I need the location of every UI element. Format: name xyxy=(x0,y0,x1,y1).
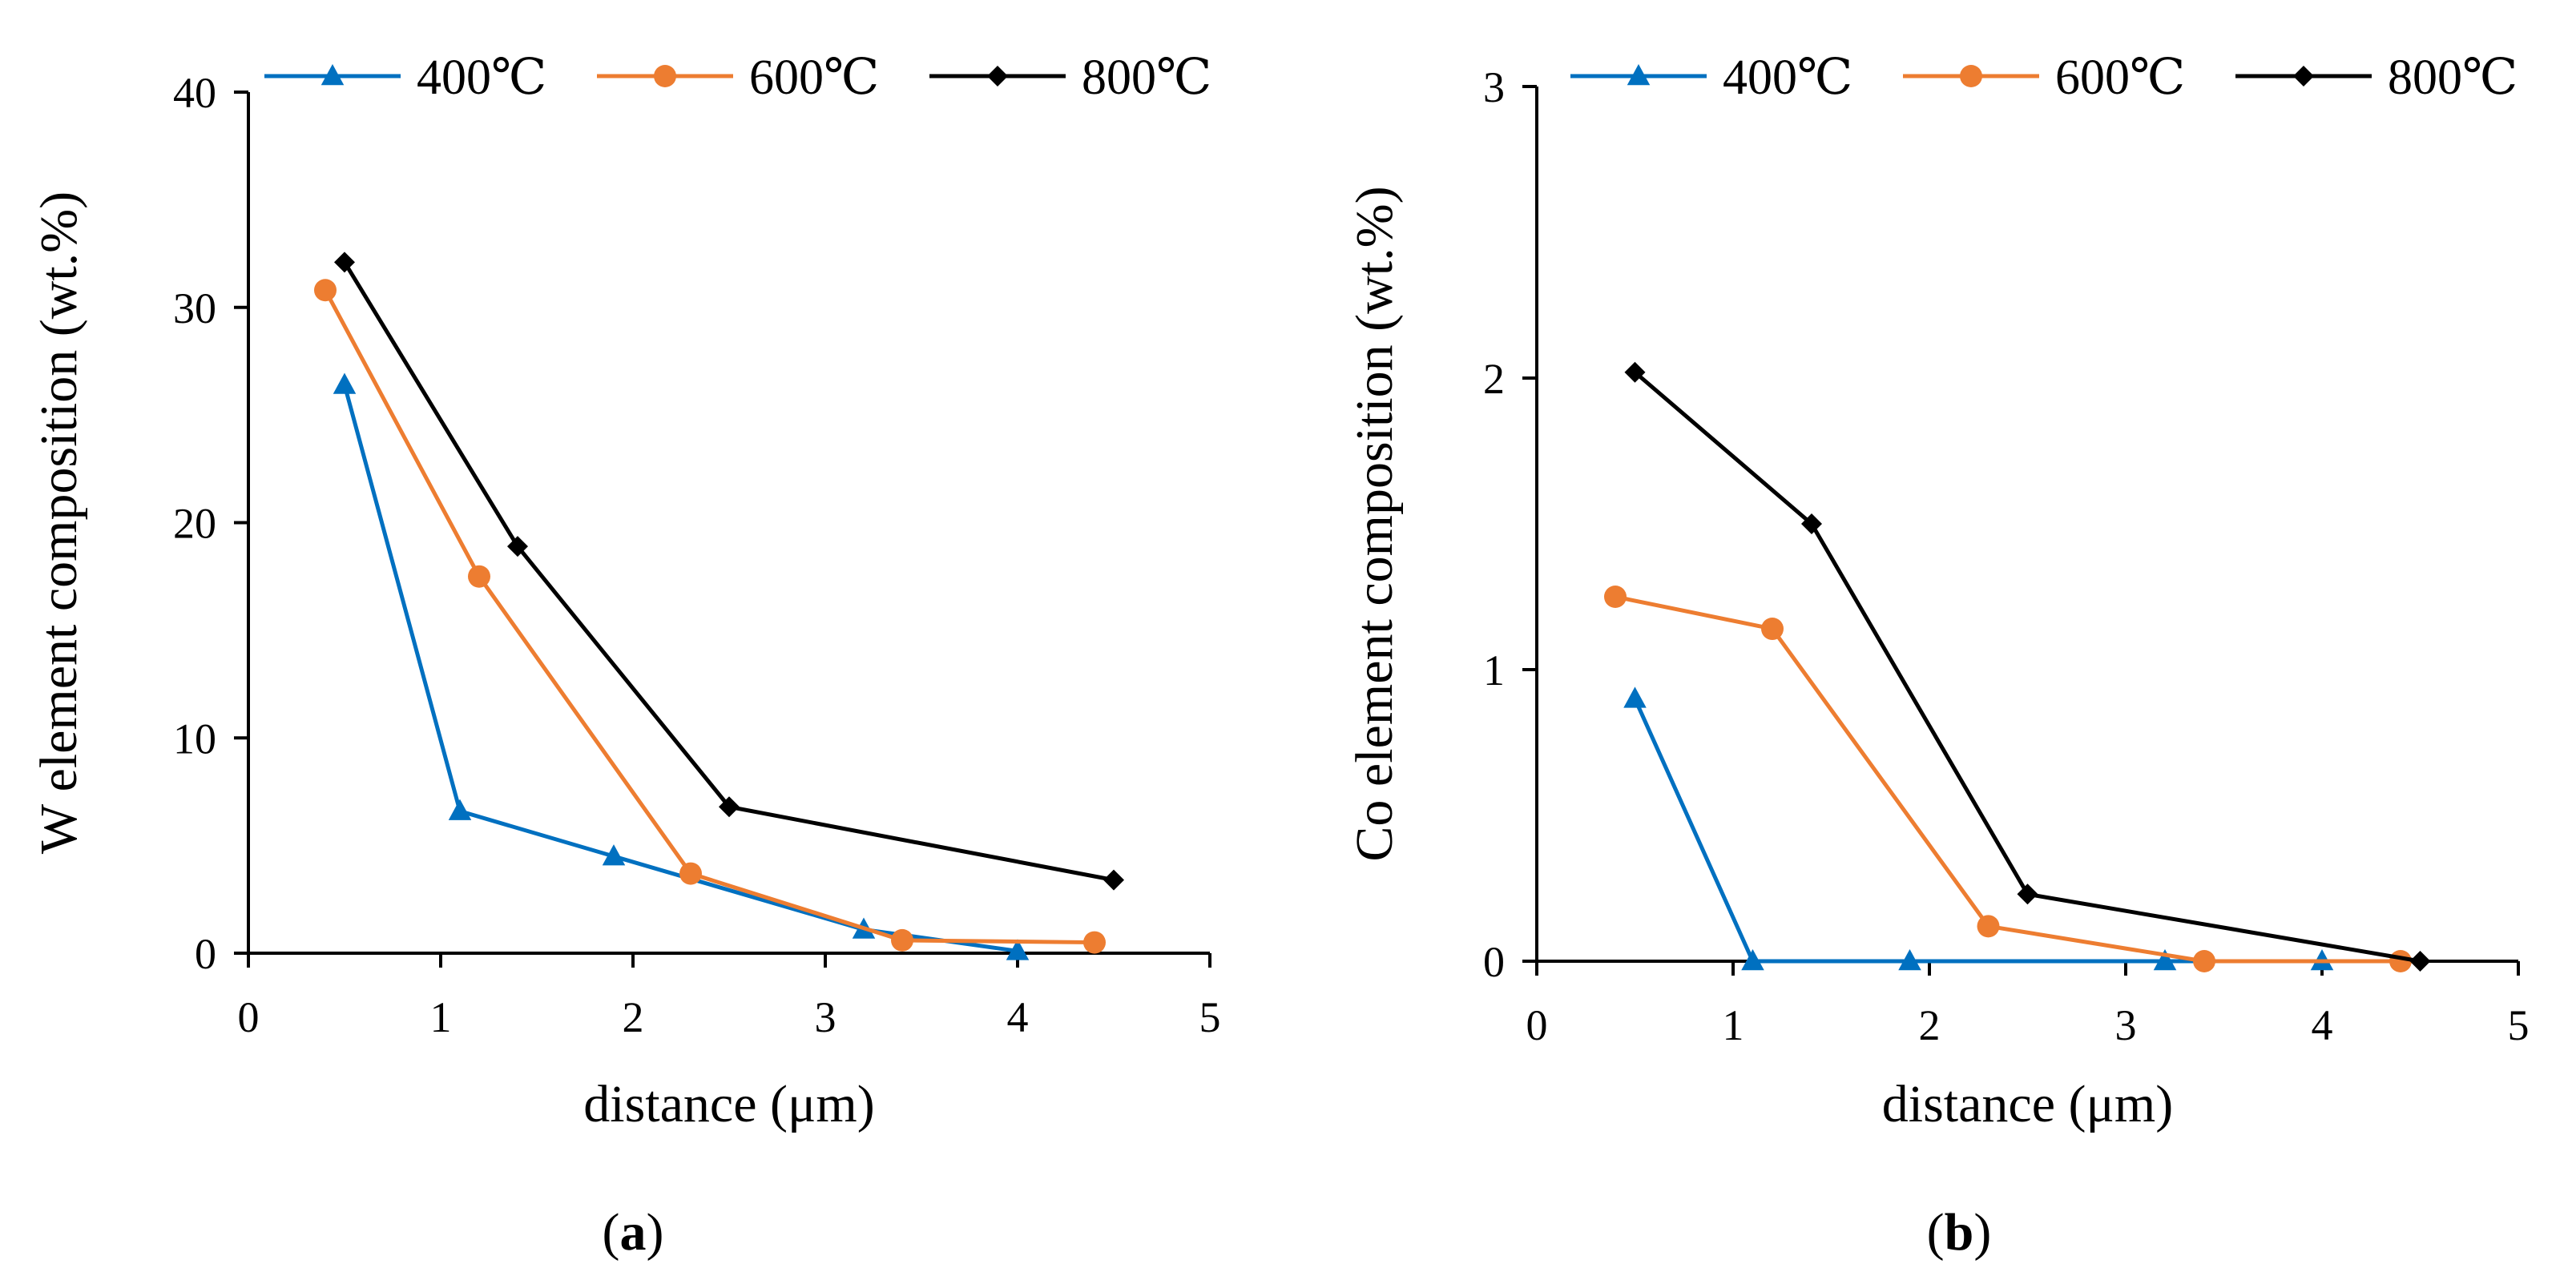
y-axis-label: Co element composition (wt.%) xyxy=(1345,186,1404,861)
legend-label: 800℃ xyxy=(1082,50,1211,105)
y-tick-label: 0 xyxy=(195,930,216,978)
series-line xyxy=(1633,370,2421,964)
x-axis-label: distance (μm) xyxy=(583,1075,874,1133)
data-point xyxy=(333,372,357,394)
data-point xyxy=(1083,931,1106,954)
data-point xyxy=(1604,586,1627,608)
x-tick-label: 2 xyxy=(1919,1001,1941,1049)
data-point xyxy=(2409,951,2431,972)
data-point xyxy=(1006,939,1030,960)
data-point xyxy=(2017,884,2038,905)
data-point xyxy=(1623,686,1647,708)
data-point xyxy=(1977,915,2000,938)
legend-marker xyxy=(1627,64,1651,86)
x-tick-label: 0 xyxy=(238,993,260,1041)
legend-label: 600℃ xyxy=(2055,50,2185,105)
y-tick-label: 10 xyxy=(173,714,216,763)
legend-marker xyxy=(320,64,345,86)
y-tick-label: 20 xyxy=(173,500,216,548)
x-tick-label: 1 xyxy=(430,993,452,1041)
panel-b: 0 1 2 3 0 1 2 3 4 5 distance (μm) Co element compos… xyxy=(1345,50,2530,1262)
data-point xyxy=(2193,950,2215,972)
legend-label: 400℃ xyxy=(1723,50,1852,105)
y-axis-label: W element composition (wt.%) xyxy=(30,191,88,854)
series-line xyxy=(342,261,1115,883)
x-tick-label: 4 xyxy=(1007,993,1029,1041)
legend-marker xyxy=(654,65,676,87)
data-point xyxy=(1761,618,1784,641)
data-point xyxy=(719,796,740,818)
data-point xyxy=(1624,361,1646,383)
legend-marker xyxy=(1960,65,1982,87)
data-point xyxy=(679,862,702,885)
y-tick-label: 2 xyxy=(1483,355,1505,403)
data-point xyxy=(891,928,913,952)
legend-marker xyxy=(2293,66,2314,87)
data-point xyxy=(2153,949,2177,971)
x-tick-label: 3 xyxy=(815,993,836,1041)
series-line xyxy=(323,289,1095,945)
data-point xyxy=(468,565,490,588)
y-tick-label: 1 xyxy=(1483,646,1505,694)
x-tick-label: 5 xyxy=(1199,993,1221,1041)
legend-label: 400℃ xyxy=(417,50,546,105)
y-tick-label: 0 xyxy=(1483,938,1505,986)
legend-label: 600℃ xyxy=(749,50,879,105)
y-tick-label: 30 xyxy=(173,284,216,332)
x-tick-label: 0 xyxy=(1526,1001,1548,1049)
x-tick-label: 4 xyxy=(2312,1001,2333,1049)
series-line xyxy=(342,384,1018,953)
data-point xyxy=(314,279,337,302)
data-point xyxy=(334,252,355,273)
data-point xyxy=(448,799,472,820)
data-point xyxy=(1741,949,1764,971)
series-line xyxy=(1615,594,2401,964)
y-tick-label: 3 xyxy=(1483,63,1505,111)
panel-label: (b) xyxy=(1927,1203,1992,1262)
panel-label: (a) xyxy=(603,1203,664,1262)
x-tick-label: 2 xyxy=(623,993,644,1041)
y-tick-label: 40 xyxy=(173,69,216,117)
data-point xyxy=(1103,869,1124,891)
x-tick-label: 3 xyxy=(2115,1001,2137,1049)
data-point xyxy=(1898,949,1921,971)
panel-a: 0 10 20 30 40 0 1 2 3 4 5 distance (μm) W element co… xyxy=(30,50,1221,1262)
x-axis-label: distance (μm) xyxy=(1882,1075,2173,1133)
legend-label: 800℃ xyxy=(2388,50,2518,105)
x-tick-label: 1 xyxy=(1723,1001,1744,1049)
legend-marker xyxy=(987,66,1008,87)
data-point xyxy=(507,536,528,557)
data-point xyxy=(602,844,626,866)
x-tick-label: 5 xyxy=(2508,1001,2530,1049)
data-point xyxy=(1801,513,1822,534)
